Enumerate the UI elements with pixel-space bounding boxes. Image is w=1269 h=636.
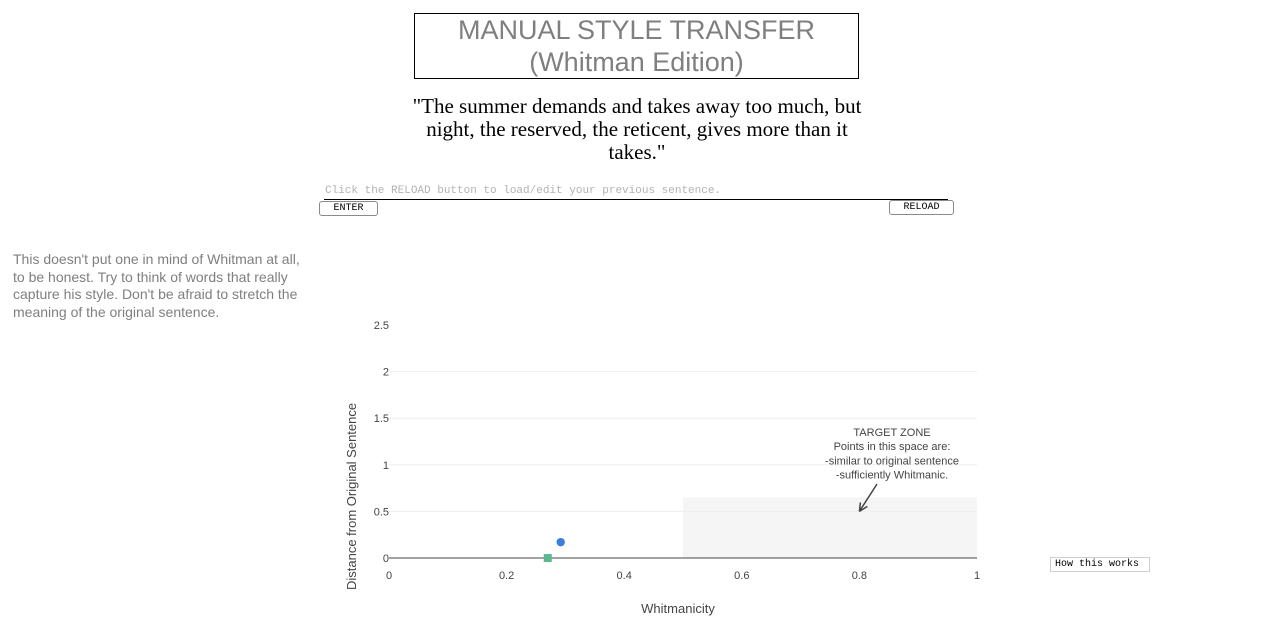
annotation-line: -similar to original sentence bbox=[825, 455, 959, 467]
feedback-text: This doesn't put one in mind of Whitman … bbox=[13, 251, 300, 320]
x-tick-label: 0.2 bbox=[499, 570, 514, 582]
x-axis-ticks: 0 0.2 0.4 0.6 0.8 1 bbox=[386, 570, 980, 582]
reload-button[interactable]: RELOAD bbox=[889, 200, 954, 215]
data-points bbox=[543, 537, 565, 562]
annotation-line: Points in this space are: bbox=[834, 441, 951, 453]
y-axis-label: Distance from Original Sentence bbox=[344, 403, 359, 590]
app-title: MANUAL STYLE TRANSFER bbox=[457, 15, 816, 45]
data-point-circle bbox=[556, 537, 565, 547]
annotation-line: TARGET ZONE bbox=[853, 427, 930, 439]
target-zone bbox=[683, 497, 977, 558]
x-tick-label: 1 bbox=[974, 570, 980, 582]
y-tick-label: 2.5 bbox=[374, 320, 389, 332]
app-subtitle: (Whitman Edition) bbox=[529, 47, 744, 77]
y-tick-label: 1 bbox=[383, 460, 389, 472]
annotation-arrow bbox=[858, 483, 878, 512]
chart-gridlines bbox=[389, 371, 977, 512]
x-tick-label: 0.6 bbox=[734, 570, 749, 582]
data-point-square bbox=[543, 554, 552, 562]
x-axis-label: Whitmanicity bbox=[641, 601, 715, 616]
y-axis-ticks: 0 0.5 1 1.5 2 2.5 bbox=[374, 320, 389, 565]
x-tick-label: 0.8 bbox=[852, 570, 867, 582]
original-sentence-quote: "The summer demands and takes away too m… bbox=[412, 94, 862, 164]
y-tick-label: 0.5 bbox=[374, 506, 389, 518]
y-tick-label: 0 bbox=[383, 553, 389, 565]
annotation-line: -sufficiently Whitmanic. bbox=[836, 470, 948, 482]
target-zone-annotation: TARGET ZONE Points in this space are: -sim… bbox=[825, 427, 959, 513]
x-tick-label: 0.4 bbox=[617, 570, 632, 582]
y-tick-label: 1.5 bbox=[374, 413, 389, 425]
how-this-works-button[interactable]: How this works bbox=[1050, 557, 1150, 572]
app-title-box: MANUAL STYLE TRANSFER (Whitman Edition) bbox=[414, 13, 859, 79]
x-tick-label: 0 bbox=[386, 570, 392, 582]
enter-button[interactable]: ENTER bbox=[319, 201, 378, 216]
y-tick-label: 2 bbox=[383, 367, 389, 379]
annotation-arrowhead bbox=[858, 502, 868, 513]
sentence-input[interactable] bbox=[324, 182, 948, 200]
